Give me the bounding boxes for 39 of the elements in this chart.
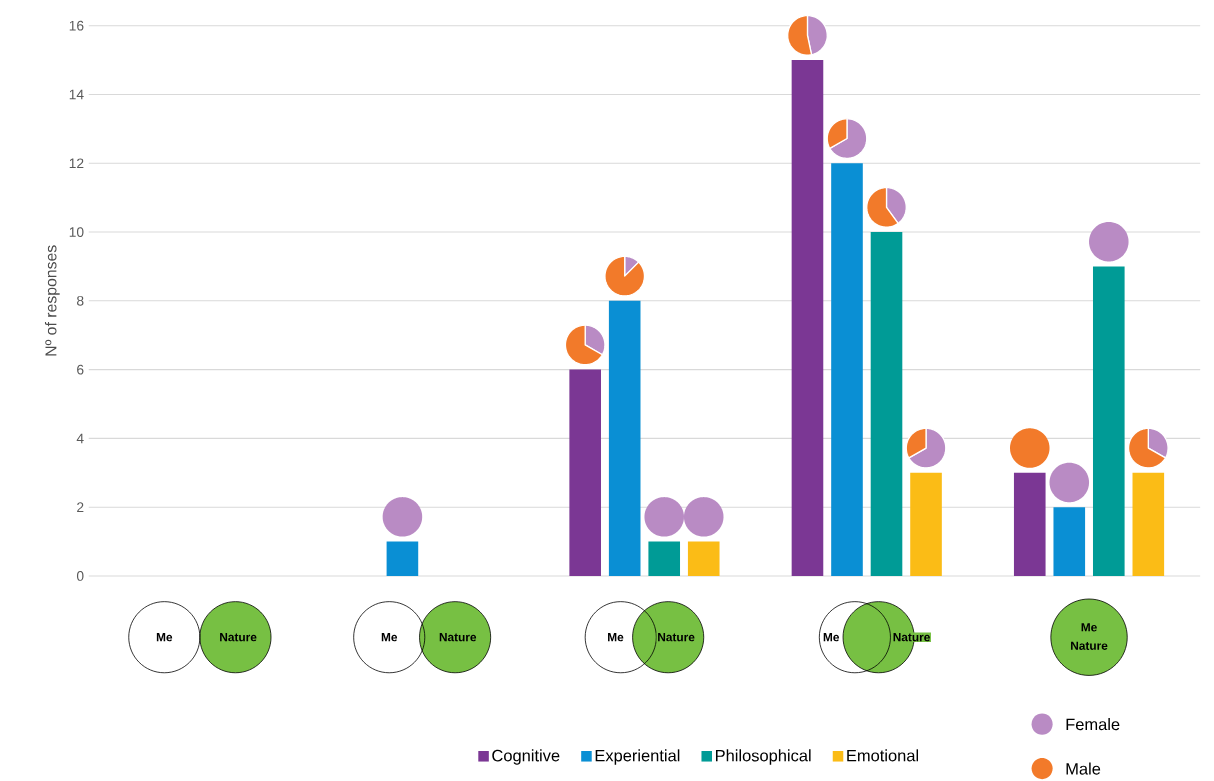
y-tick-label: 12 xyxy=(69,158,84,168)
legend-label: Experiential xyxy=(595,749,680,765)
bar xyxy=(569,369,601,576)
legend-label: Cognitive xyxy=(492,749,560,765)
text: Nature xyxy=(658,632,695,642)
bar xyxy=(687,541,720,576)
y-tick-label: 0 xyxy=(76,570,84,581)
bar xyxy=(831,163,863,576)
text: Me xyxy=(608,632,624,642)
text: Me xyxy=(823,632,840,642)
y-tick-label: 16 xyxy=(69,20,84,31)
y-tick-label: 2 xyxy=(77,502,84,512)
text: Nature xyxy=(439,632,477,642)
bar xyxy=(1092,266,1125,576)
bar xyxy=(1013,472,1046,576)
bar xyxy=(791,59,824,576)
y-tick-label: 14 xyxy=(69,89,84,99)
legend-label: Male xyxy=(1066,762,1101,775)
bar xyxy=(1132,472,1165,576)
y-tick-label: 10 xyxy=(69,226,84,237)
bar xyxy=(608,300,641,576)
legend-label: Philosophical xyxy=(715,749,811,765)
text: Me xyxy=(156,632,173,642)
bar xyxy=(910,472,942,576)
text: Nature xyxy=(220,632,257,642)
bar xyxy=(870,231,903,576)
legend-label: Emotional xyxy=(847,749,919,762)
bar xyxy=(1053,506,1086,576)
text: Me xyxy=(1081,622,1097,632)
y-tick-label: 6 xyxy=(77,364,84,375)
bar xyxy=(648,541,681,576)
y-axis-title: Nº of responses xyxy=(44,245,60,356)
y-tick-label: 4 xyxy=(76,433,84,443)
text: Nature xyxy=(893,632,930,642)
text: Me xyxy=(381,632,398,642)
legend-label: Female xyxy=(1066,717,1120,730)
text: Nature xyxy=(1071,641,1108,650)
bar xyxy=(386,541,419,576)
y-tick-label: 8 xyxy=(76,295,84,306)
